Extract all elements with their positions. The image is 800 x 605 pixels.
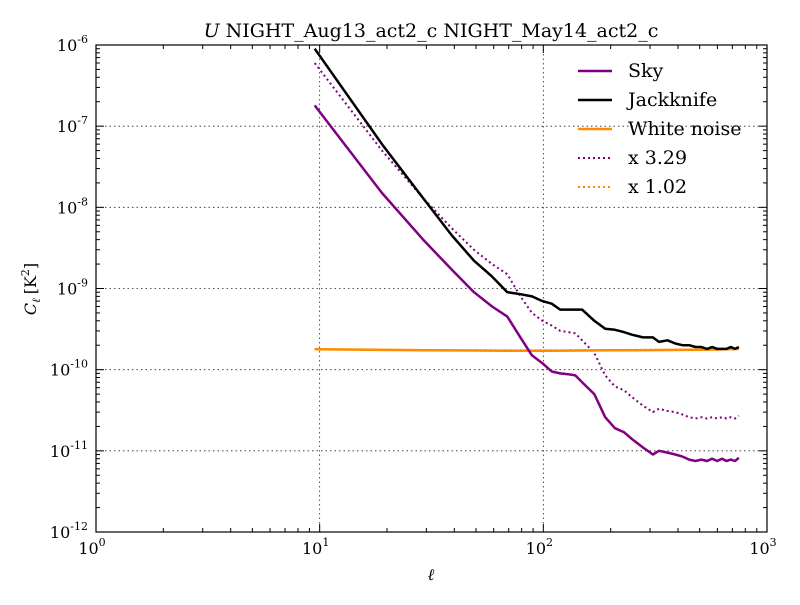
y-tick-label: 10-12 <box>50 520 88 542</box>
y-tick-label-exp: -9 <box>77 277 88 290</box>
grid-lines <box>96 45 767 532</box>
x-tick-label-exp: 0 <box>99 536 106 549</box>
x-tick-label-exp: 1 <box>322 536 329 549</box>
x-tick-label-exp: 3 <box>770 536 777 549</box>
y-axis-label-unit-exp: 2 <box>19 269 32 276</box>
y-tick-label-exp: -11 <box>70 439 88 452</box>
legend: Sky Jackknife White noise x 3.29 x 1.02 <box>578 60 742 198</box>
x-tick-label-base: 10 <box>526 539 546 558</box>
x-tick-label-base: 10 <box>78 539 98 558</box>
x-tick-label: 101 <box>302 536 329 558</box>
series-line-jackknife <box>313 47 740 351</box>
y-tick-label: 10-9 <box>57 277 88 299</box>
y-tick-label-base: 10 <box>57 117 77 136</box>
chart-title-italic: U <box>204 20 221 42</box>
svg-text:Cℓ[K2]: Cℓ [K2] <box>19 263 43 315</box>
y-axis-label: Cℓ [K2] <box>19 263 43 315</box>
legend-label: Sky <box>628 60 664 82</box>
y-tick-label-base: 10 <box>50 442 70 461</box>
x-tick-label-base: 10 <box>749 539 769 558</box>
legend-label: x 3.29 <box>628 147 687 169</box>
y-tick-label-base: 10 <box>57 280 77 299</box>
y-tick-label-base: 10 <box>50 361 70 380</box>
chart-title: U NIGHT_Aug13_act2_c NIGHT_May14_act2_c <box>204 20 659 42</box>
y-tick-label: 10-8 <box>57 195 88 217</box>
legend-label: Jackknife <box>626 89 717 111</box>
x-tick-label: 103 <box>749 536 776 558</box>
y-axis-label-unit-close: ] <box>21 263 40 269</box>
y-tick-label-exp: -10 <box>70 358 88 371</box>
chart-title-main: NIGHT_Aug13_act2_c NIGHT_May14_act2_c <box>226 20 659 42</box>
x-axis-label: ℓ <box>428 565 435 584</box>
series-line-sky <box>313 104 740 463</box>
y-axis-label-sub: ℓ <box>30 298 43 303</box>
x-tick-label-exp: 2 <box>546 536 553 549</box>
plot-series <box>313 47 740 463</box>
y-tick-label: 10-7 <box>57 114 88 136</box>
x-tick-label: 100 <box>78 536 105 558</box>
y-tick-label-base: 10 <box>57 198 77 217</box>
x-tick-label-base: 10 <box>302 539 322 558</box>
y-axis-label-unit: [K <box>21 275 40 294</box>
y-tick-label: 10-10 <box>50 358 88 380</box>
series-line-white-noise <box>314 347 739 353</box>
y-tick-label-exp: -6 <box>77 33 88 46</box>
y-tick-label-exp: -12 <box>70 520 88 533</box>
y-tick-label: 10-6 <box>57 33 88 55</box>
y-axis-label-main: C <box>21 303 40 315</box>
y-tick-label-exp: -7 <box>77 114 88 127</box>
x-tick-labels: 100 101 102 103 <box>78 536 776 558</box>
y-tick-label-base: 10 <box>50 523 70 542</box>
legend-label: White noise <box>628 118 742 140</box>
y-tick-label-base: 10 <box>57 36 77 55</box>
y-tick-label: 10-11 <box>50 439 88 461</box>
legend-label: x 1.02 <box>628 176 687 198</box>
x-tick-label: 102 <box>526 536 553 558</box>
y-tick-label-exp: -8 <box>77 195 88 208</box>
plot-frame <box>95 44 768 533</box>
